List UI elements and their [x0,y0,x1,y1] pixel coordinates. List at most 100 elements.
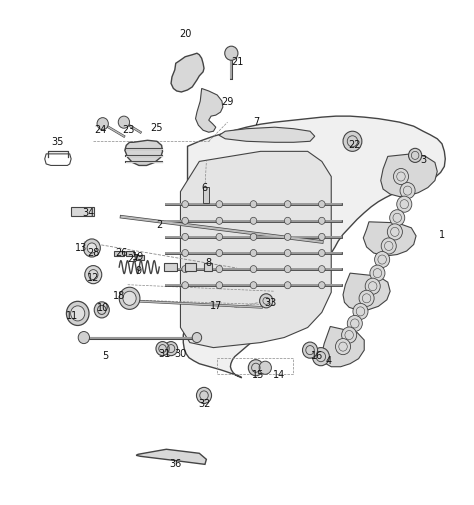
Circle shape [259,362,272,375]
Text: 11: 11 [66,310,78,320]
Circle shape [250,266,257,273]
Text: 36: 36 [170,459,182,469]
Text: 12: 12 [87,273,100,283]
Circle shape [319,201,325,208]
Circle shape [284,218,291,225]
Text: 16: 16 [311,350,323,361]
Circle shape [284,282,291,289]
Circle shape [216,201,223,208]
Polygon shape [219,128,315,143]
Circle shape [71,306,85,321]
Bar [164,264,177,271]
Bar [185,264,196,271]
Text: 2: 2 [156,220,163,230]
Circle shape [347,316,362,332]
Circle shape [94,302,109,318]
Circle shape [302,342,318,359]
Circle shape [250,234,257,241]
Circle shape [400,183,415,199]
Circle shape [85,266,102,284]
Circle shape [97,118,109,130]
Text: 27: 27 [127,254,139,264]
Circle shape [353,304,368,320]
Bar [204,264,212,271]
Polygon shape [363,222,416,257]
Text: 30: 30 [174,348,187,358]
Circle shape [248,360,264,376]
Text: 34: 34 [82,208,95,217]
Polygon shape [183,117,445,378]
Circle shape [156,342,169,356]
Circle shape [409,149,422,163]
Circle shape [319,218,325,225]
Circle shape [260,294,273,308]
Text: 28: 28 [87,247,100,258]
Polygon shape [125,141,163,166]
Circle shape [365,279,380,295]
Circle shape [397,197,412,213]
Circle shape [250,201,257,208]
Circle shape [312,348,329,366]
Circle shape [192,333,201,343]
Text: 20: 20 [179,29,191,39]
Polygon shape [343,274,390,310]
Text: 31: 31 [158,348,170,358]
Circle shape [250,282,257,289]
Circle shape [387,224,402,240]
Polygon shape [171,54,204,93]
Circle shape [119,288,140,310]
Circle shape [284,201,291,208]
Circle shape [118,117,129,129]
Circle shape [87,243,97,254]
Bar [126,251,134,257]
Circle shape [343,132,362,152]
Text: 13: 13 [75,242,88,252]
Text: 5: 5 [102,350,108,361]
Circle shape [182,250,189,257]
Text: 7: 7 [253,117,259,127]
Text: 17: 17 [210,300,222,310]
Circle shape [123,292,136,306]
Circle shape [197,388,211,403]
Text: 6: 6 [201,182,207,192]
Circle shape [284,234,291,241]
Bar [71,207,94,216]
Polygon shape [322,327,364,367]
Circle shape [216,266,223,273]
Text: 9: 9 [135,265,141,275]
Text: 26: 26 [115,247,128,258]
Circle shape [319,234,325,241]
Text: 19: 19 [132,251,144,262]
Circle shape [78,332,90,344]
Circle shape [319,266,325,273]
Circle shape [390,210,405,226]
Text: 8: 8 [206,258,212,268]
Circle shape [342,327,357,343]
Circle shape [336,339,351,355]
Text: 4: 4 [326,356,332,366]
Circle shape [319,250,325,257]
Text: 24: 24 [94,124,107,134]
Circle shape [284,250,291,257]
Polygon shape [196,89,223,133]
Text: 25: 25 [151,123,163,133]
Polygon shape [381,155,438,197]
Circle shape [182,282,189,289]
Circle shape [225,47,238,61]
Circle shape [182,201,189,208]
Circle shape [250,250,257,257]
Circle shape [182,234,189,241]
Text: 35: 35 [52,137,64,147]
Polygon shape [181,152,331,348]
Text: 14: 14 [273,369,285,379]
Circle shape [319,282,325,289]
Circle shape [381,238,396,255]
Circle shape [216,250,223,257]
Text: 1: 1 [439,230,445,240]
Circle shape [164,342,178,356]
Circle shape [284,266,291,273]
Circle shape [216,218,223,225]
Text: 3: 3 [420,155,426,165]
Circle shape [83,239,100,258]
Circle shape [359,291,374,307]
